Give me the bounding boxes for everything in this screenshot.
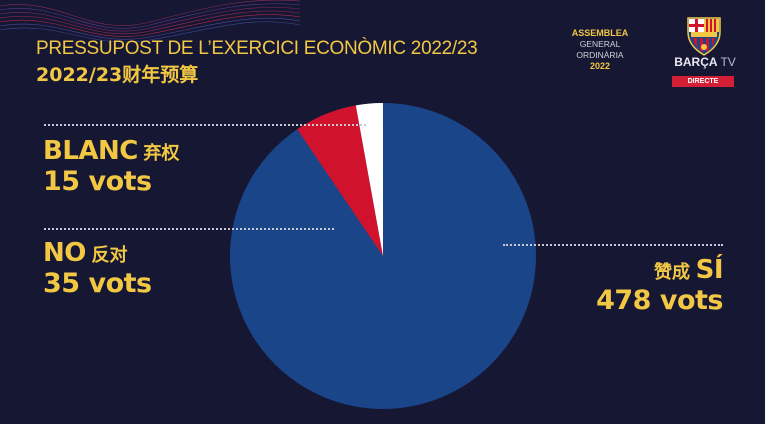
barca-tv-logo: BARÇA TV xyxy=(672,55,738,69)
label-blanc-votes: 15 vots xyxy=(43,166,152,197)
label-no-name-zh: 反对 xyxy=(91,245,128,266)
label-blanc: BLANC 弃权 15 vots xyxy=(43,138,179,195)
assembly-line1: ASSEMBLEA xyxy=(571,28,629,38)
label-no-name: NO xyxy=(43,238,86,268)
label-si-votes: 478 vots xyxy=(596,285,723,316)
chart-title-chinese: 2022/23财年预算 xyxy=(36,64,199,86)
decorative-wave-lines xyxy=(0,0,300,42)
channel-suffix: TV xyxy=(720,55,736,69)
leader-line-si xyxy=(503,244,723,246)
fcb-crest-icon xyxy=(687,17,721,56)
leader-line-no xyxy=(44,228,334,230)
pie-slice-no xyxy=(297,105,383,256)
label-no: NO 反对 35 vots xyxy=(43,240,152,297)
channel-name: BARÇA xyxy=(674,55,718,69)
label-si-name: SÍ xyxy=(695,255,724,285)
chart-title-catalan: PRESSUPOST DE L’EXERCICI ECONÒMIC 2022/2… xyxy=(36,38,478,59)
assembly-badge: ASSEMBLEA GENERAL ORDINÀRIA 2022 xyxy=(560,28,640,72)
pie-slice-blanc xyxy=(355,103,383,256)
assembly-line3: 2022 xyxy=(589,61,611,71)
leader-line-blanc xyxy=(44,124,366,126)
label-si: 赞成 SÍ 478 vots xyxy=(596,257,723,314)
assembly-line2: GENERAL ORDINÀRIA xyxy=(576,39,624,60)
label-si-name-zh: 赞成 xyxy=(654,262,691,283)
label-blanc-name: BLANC xyxy=(43,136,138,166)
label-blanc-name-zh: 弃权 xyxy=(143,143,180,164)
label-no-votes: 35 vots xyxy=(43,268,152,299)
live-badge: DIRECTE xyxy=(672,76,734,87)
